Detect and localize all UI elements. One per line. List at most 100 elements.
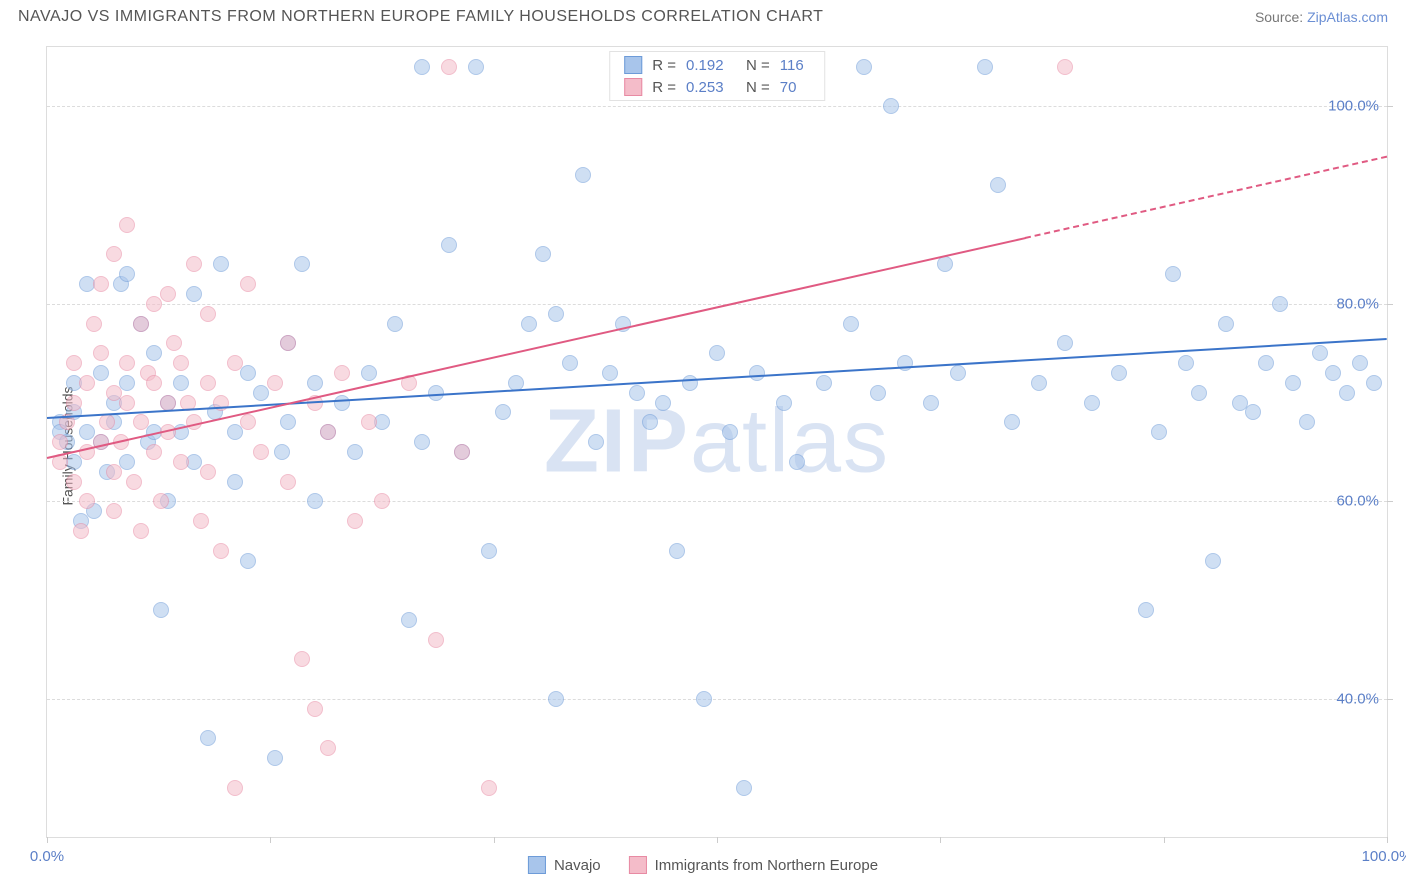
legend-swatch: [629, 856, 647, 874]
data-point: [267, 750, 283, 766]
data-point: [280, 474, 296, 490]
n-value: 70: [780, 79, 810, 96]
data-point: [334, 365, 350, 381]
data-point: [1258, 355, 1274, 371]
y-tick: [1387, 699, 1393, 700]
data-point: [146, 375, 162, 391]
data-point: [307, 375, 323, 391]
series-legend: Navajo Immigrants from Northern Europe: [528, 856, 878, 874]
gridline: [47, 699, 1387, 700]
data-point: [736, 780, 752, 796]
data-point: [990, 177, 1006, 193]
data-point: [428, 385, 444, 401]
data-point: [93, 365, 109, 381]
data-point: [548, 691, 564, 707]
data-point: [535, 246, 551, 262]
data-point: [119, 454, 135, 470]
data-point: [93, 345, 109, 361]
legend-row: R =0.192N =116: [610, 54, 824, 76]
legend-label: Immigrants from Northern Europe: [655, 857, 878, 874]
data-point: [79, 375, 95, 391]
data-point: [521, 316, 537, 332]
legend-item: Navajo: [528, 856, 601, 874]
data-point: [280, 414, 296, 430]
data-point: [186, 256, 202, 272]
data-point: [1138, 602, 1154, 618]
data-point: [146, 444, 162, 460]
data-point: [119, 395, 135, 411]
data-point: [1312, 345, 1328, 361]
data-point: [883, 98, 899, 114]
data-point: [441, 59, 457, 75]
scatter-chart: ZIPatlas R =0.192N =116R =0.253N =70 40.…: [46, 46, 1388, 838]
data-point: [66, 474, 82, 490]
chart-title: NAVAJO VS IMMIGRANTS FROM NORTHERN EUROP…: [18, 8, 823, 26]
data-point: [481, 543, 497, 559]
x-tick: [940, 837, 941, 843]
data-point: [73, 523, 89, 539]
data-point: [1285, 375, 1301, 391]
data-point: [280, 335, 296, 351]
data-point: [1031, 375, 1047, 391]
data-point: [200, 375, 216, 391]
data-point: [119, 375, 135, 391]
r-value: 0.192: [686, 57, 736, 74]
data-point: [789, 454, 805, 470]
legend-label: Navajo: [554, 857, 601, 874]
y-tick-label: 100.0%: [1328, 98, 1379, 115]
data-point: [1325, 365, 1341, 381]
regression-line: [1025, 156, 1387, 239]
x-tick: [270, 837, 271, 843]
data-point: [548, 306, 564, 322]
data-point: [1178, 355, 1194, 371]
source-attribution: Source: ZipAtlas.com: [1255, 9, 1388, 25]
y-tick-label: 40.0%: [1336, 690, 1379, 707]
data-point: [227, 474, 243, 490]
y-tick-label: 60.0%: [1336, 493, 1379, 510]
data-point: [106, 464, 122, 480]
data-point: [153, 602, 169, 618]
data-point: [66, 395, 82, 411]
data-point: [414, 434, 430, 450]
r-value: 0.253: [686, 79, 736, 96]
data-point: [294, 256, 310, 272]
y-tick: [1387, 304, 1393, 305]
data-point: [66, 355, 82, 371]
data-point: [146, 345, 162, 361]
source-link[interactable]: ZipAtlas.com: [1307, 9, 1388, 25]
data-point: [722, 424, 738, 440]
data-point: [1057, 59, 1073, 75]
data-point: [320, 740, 336, 756]
data-point: [682, 375, 698, 391]
data-point: [816, 375, 832, 391]
legend-swatch: [528, 856, 546, 874]
data-point: [401, 612, 417, 628]
data-point: [374, 493, 390, 509]
correlation-legend: R =0.192N =116R =0.253N =70: [609, 51, 825, 101]
data-point: [1165, 266, 1181, 282]
data-point: [575, 167, 591, 183]
data-point: [347, 513, 363, 529]
data-point: [642, 414, 658, 430]
data-point: [1245, 404, 1261, 420]
data-point: [119, 217, 135, 233]
data-point: [696, 691, 712, 707]
data-point: [200, 730, 216, 746]
data-point: [361, 414, 377, 430]
data-point: [1352, 355, 1368, 371]
data-point: [347, 444, 363, 460]
data-point: [1366, 375, 1382, 391]
data-point: [119, 266, 135, 282]
data-point: [1151, 424, 1167, 440]
data-point: [562, 355, 578, 371]
data-point: [361, 365, 377, 381]
data-point: [253, 385, 269, 401]
data-point: [307, 493, 323, 509]
data-point: [173, 355, 189, 371]
data-point: [1084, 395, 1100, 411]
data-point: [133, 523, 149, 539]
y-tick: [1387, 501, 1393, 502]
data-point: [1299, 414, 1315, 430]
data-point: [294, 651, 310, 667]
data-point: [1191, 385, 1207, 401]
